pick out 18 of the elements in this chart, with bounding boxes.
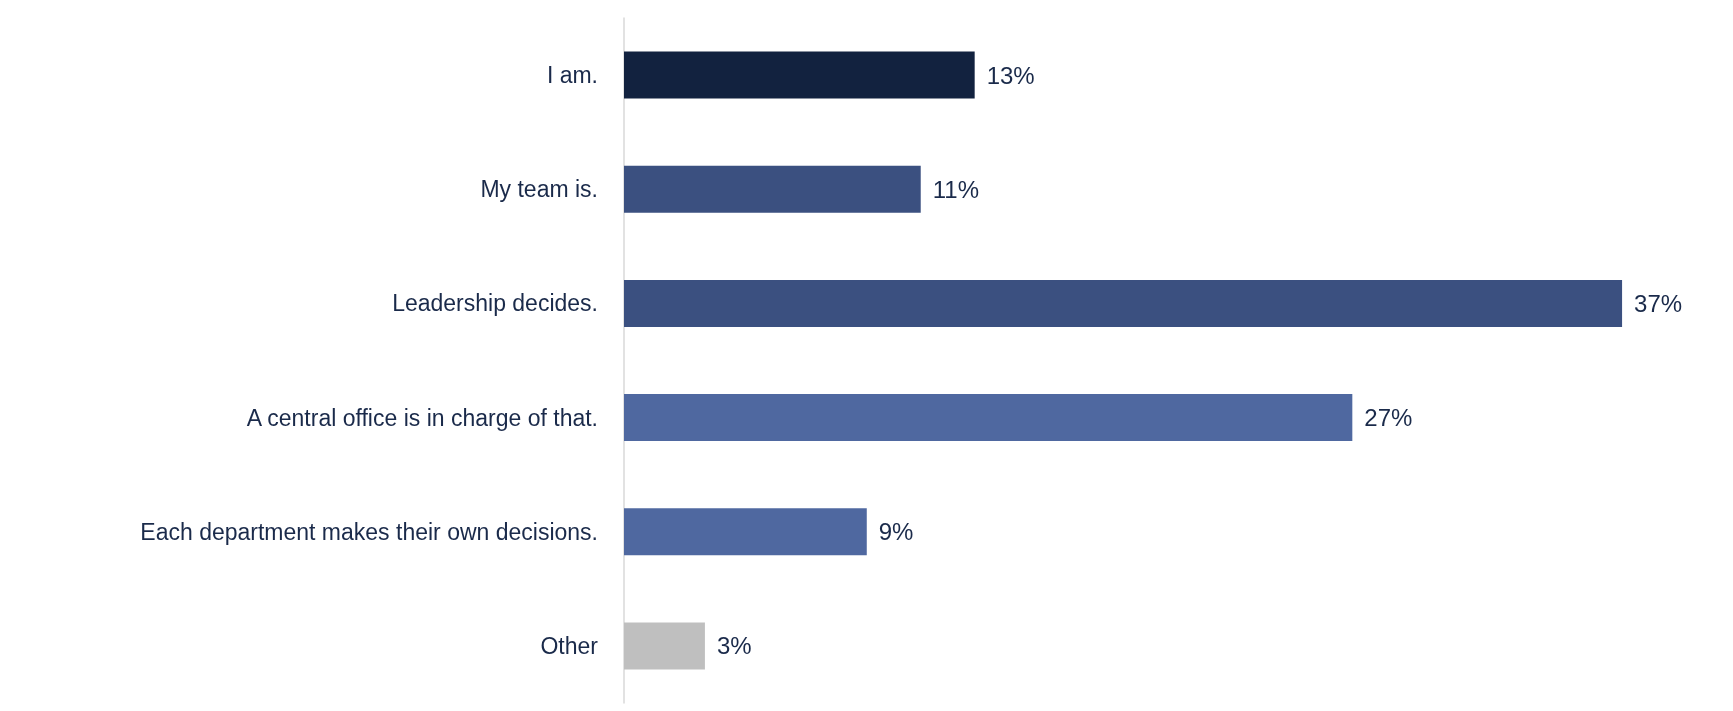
data-label: 13% bbox=[986, 61, 1035, 89]
bar bbox=[624, 508, 867, 556]
data-label: 37% bbox=[1634, 289, 1683, 317]
y-tick-label: A central office is in charge of that. bbox=[246, 404, 598, 431]
data-label: 9% bbox=[878, 518, 914, 546]
bar bbox=[624, 622, 705, 670]
data-label: 27% bbox=[1364, 404, 1413, 432]
y-tick-label: Other bbox=[540, 632, 599, 659]
bar bbox=[624, 51, 975, 99]
bar bbox=[624, 279, 1623, 327]
y-tick-label: My team is. bbox=[480, 176, 598, 203]
y-tick-label: Leadership decides. bbox=[392, 290, 598, 317]
bar bbox=[624, 165, 921, 213]
y-tick-label: Each department makes their own decisions. bbox=[140, 518, 598, 545]
y-tick-label: I am. bbox=[546, 62, 598, 89]
data-label: 3% bbox=[716, 632, 752, 660]
data-label: 11% bbox=[932, 175, 979, 203]
bar bbox=[624, 394, 1353, 442]
